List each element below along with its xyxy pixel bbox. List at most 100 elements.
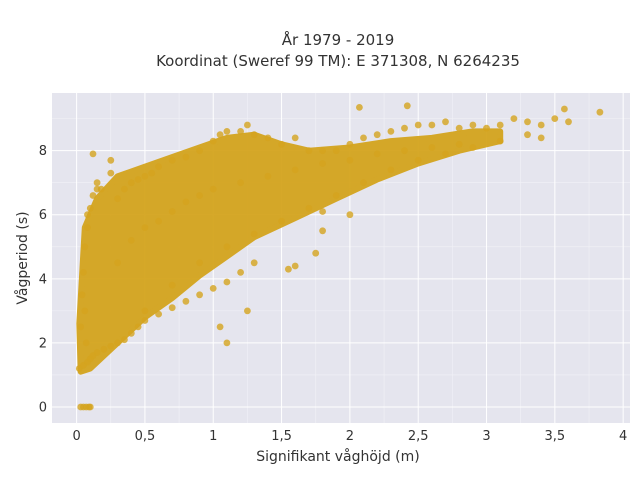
data-point	[428, 121, 436, 129]
chart-title-line2: Koordinat (Sweref 99 TM): E 371308, N 62…	[156, 52, 520, 70]
data-point	[596, 108, 604, 116]
x-tick-label: 1	[209, 429, 217, 444]
data-point	[81, 307, 89, 315]
data-point	[373, 131, 381, 139]
data-point	[168, 304, 176, 312]
data-point	[107, 156, 115, 164]
data-point	[237, 179, 245, 187]
data-point	[565, 118, 572, 126]
data-point	[332, 147, 340, 155]
data-point	[496, 137, 504, 145]
data-point	[127, 179, 135, 187]
data-point	[291, 262, 299, 270]
data-point	[305, 147, 313, 155]
data-point	[356, 104, 363, 111]
data-point	[196, 291, 204, 299]
data-point	[81, 243, 89, 251]
data-point	[107, 342, 115, 350]
data-point	[414, 121, 422, 129]
data-point	[155, 163, 163, 171]
y-axis-ticks: 0 2 4 6 8	[39, 144, 47, 415]
data-point	[537, 134, 545, 142]
x-tick-label: 3,5	[545, 429, 566, 444]
data-point	[182, 198, 190, 206]
data-point	[141, 307, 149, 315]
data-point	[114, 339, 121, 347]
data-point	[537, 121, 545, 129]
data-point	[285, 265, 292, 273]
chart-title-line1: År 1979 - 2019	[282, 30, 395, 49]
data-point	[196, 192, 204, 199]
data-point	[93, 179, 101, 187]
y-tick-label: 2	[39, 336, 47, 351]
data-point	[346, 211, 354, 219]
data-point	[496, 121, 504, 129]
data-point	[278, 217, 285, 225]
data-point	[278, 140, 285, 148]
data-point	[216, 131, 224, 139]
data-point	[312, 249, 320, 257]
data-point	[89, 150, 97, 158]
data-point	[134, 176, 142, 183]
x-tick-label: 0,5	[135, 429, 156, 444]
data-point	[401, 147, 408, 155]
data-point	[209, 185, 217, 193]
x-axis-ticks: 0 0,5 1 1,5 2 2,5 3 3,5 4	[72, 429, 627, 444]
data-point	[403, 102, 411, 110]
data-point	[250, 131, 258, 139]
data-point	[216, 323, 224, 331]
data-point	[360, 134, 367, 142]
data-point	[264, 172, 272, 180]
data-point	[134, 323, 142, 331]
data-point	[155, 310, 163, 318]
dense-point-cloud	[76, 128, 504, 375]
data-point	[84, 224, 91, 232]
data-point	[209, 285, 217, 292]
data-point	[250, 230, 258, 238]
data-point	[332, 192, 340, 199]
data-point	[524, 118, 531, 126]
data-point	[114, 259, 121, 267]
x-tick-label: 0	[72, 429, 80, 444]
data-point	[387, 166, 395, 174]
data-point	[78, 291, 86, 299]
x-axis-label: Signifikant våghöjd (m)	[256, 448, 419, 465]
data-point	[551, 115, 559, 122]
data-point	[168, 281, 176, 289]
data-point	[223, 278, 231, 286]
data-point	[182, 153, 190, 161]
data-point	[483, 124, 490, 132]
data-point	[561, 105, 568, 113]
data-point	[223, 339, 231, 347]
data-point	[305, 204, 313, 212]
data-point	[387, 127, 395, 135]
data-point	[223, 127, 231, 135]
data-point	[510, 115, 518, 122]
data-point	[93, 185, 101, 193]
x-tick-label: 2	[346, 429, 354, 444]
data-point	[250, 259, 258, 267]
data-point	[360, 179, 367, 187]
data-point	[86, 403, 94, 411]
data-point	[414, 156, 422, 164]
data-point	[141, 317, 149, 324]
data-point	[264, 134, 272, 142]
x-tick-label: 4	[619, 429, 627, 444]
data-point	[291, 166, 299, 174]
data-point	[100, 345, 108, 353]
x-tick-label: 2,5	[408, 429, 429, 444]
data-point	[127, 237, 135, 244]
data-point	[428, 144, 436, 151]
data-point	[319, 160, 326, 167]
data-point	[84, 211, 91, 219]
y-tick-label: 4	[39, 272, 47, 287]
data-point	[455, 124, 463, 132]
data-point	[141, 172, 149, 180]
y-tick-label: 6	[39, 208, 47, 223]
data-point	[127, 329, 135, 337]
data-point	[319, 227, 326, 235]
data-point	[237, 269, 245, 276]
data-point	[107, 169, 115, 177]
data-point	[244, 307, 251, 315]
